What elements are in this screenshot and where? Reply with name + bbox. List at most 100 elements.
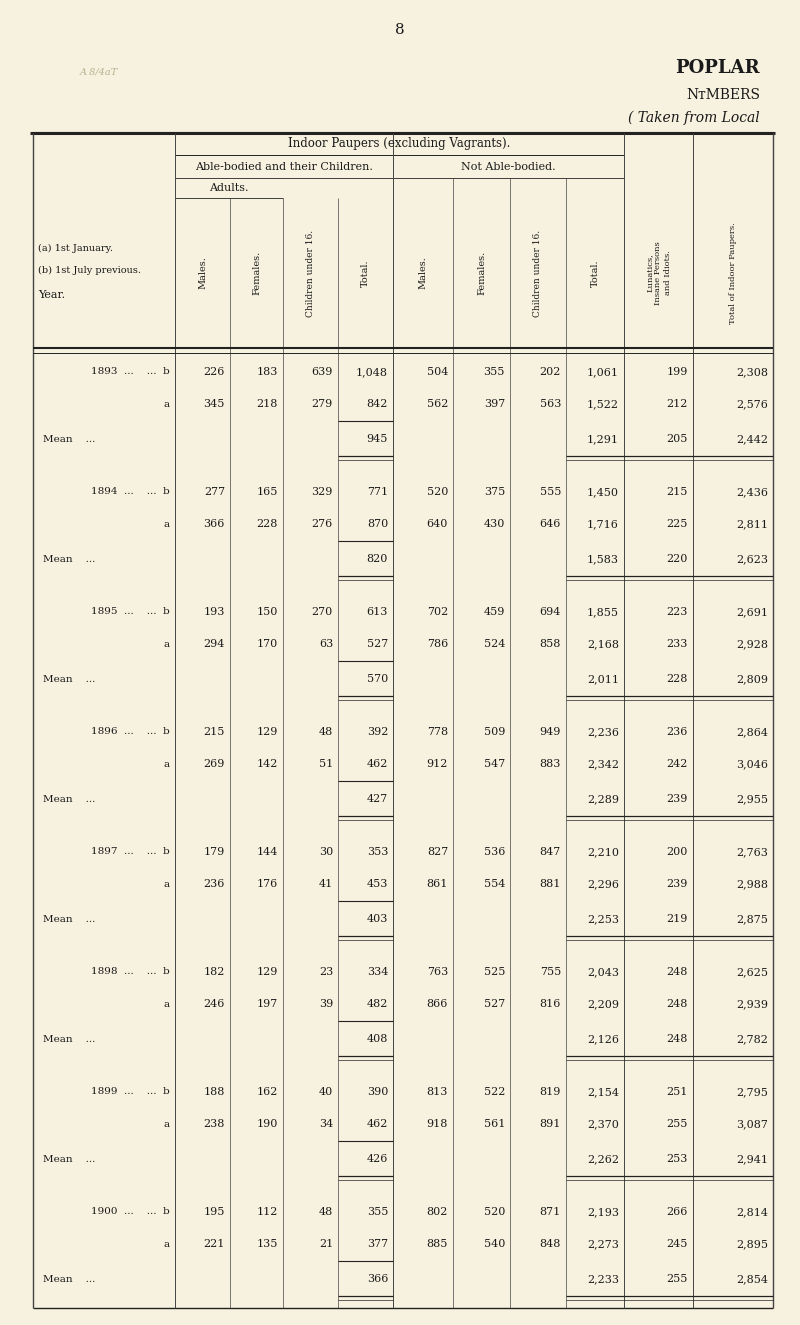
Text: 246: 246	[204, 999, 225, 1010]
Text: 820: 820	[366, 554, 388, 564]
Text: 2,955: 2,955	[736, 794, 768, 804]
Text: 200: 200	[666, 847, 688, 857]
Text: 1,522: 1,522	[587, 399, 619, 409]
Text: 2,126: 2,126	[587, 1035, 619, 1044]
Text: 212: 212	[666, 399, 688, 409]
Text: Mean    ...: Mean ...	[43, 914, 95, 924]
Text: 215: 215	[666, 488, 688, 497]
Text: 269: 269	[204, 759, 225, 770]
Text: 220: 220	[666, 554, 688, 564]
Text: 2,988: 2,988	[736, 880, 768, 889]
Text: 202: 202	[540, 367, 561, 378]
Text: Mean    ...: Mean ...	[43, 555, 95, 563]
Text: 253: 253	[666, 1154, 688, 1165]
Text: 2,809: 2,809	[736, 674, 768, 684]
Text: 129: 129	[257, 967, 278, 977]
Text: 2,939: 2,939	[736, 999, 768, 1010]
Text: Mean    ...: Mean ...	[43, 1154, 95, 1163]
Text: 215: 215	[204, 727, 225, 737]
Text: 561: 561	[484, 1120, 505, 1129]
Text: 1,583: 1,583	[587, 554, 619, 564]
Text: 2,233: 2,233	[587, 1275, 619, 1284]
Text: 771: 771	[367, 488, 388, 497]
Text: 2,691: 2,691	[736, 607, 768, 617]
Text: 226: 226	[204, 367, 225, 378]
Text: 242: 242	[666, 759, 688, 770]
Text: NᴛMBERS: NᴛMBERS	[686, 87, 760, 102]
Text: 2,168: 2,168	[587, 640, 619, 649]
Text: 786: 786	[426, 640, 448, 649]
Text: 270: 270	[312, 607, 333, 617]
Text: 912: 912	[426, 759, 448, 770]
Text: 570: 570	[366, 674, 388, 684]
Text: Able-bodied and their Children.: Able-bodied and their Children.	[195, 162, 373, 171]
Text: 2,864: 2,864	[736, 727, 768, 737]
Text: 462: 462	[366, 1120, 388, 1129]
Text: 150: 150	[257, 607, 278, 617]
Text: 430: 430	[484, 519, 505, 530]
Text: 23: 23	[318, 967, 333, 977]
Text: 225: 225	[666, 519, 688, 530]
Text: 135: 135	[257, 1239, 278, 1249]
Text: Indoor Paupers (excluding Vagrants).: Indoor Paupers (excluding Vagrants).	[288, 138, 510, 151]
Text: 294: 294	[204, 640, 225, 649]
Text: 525: 525	[484, 967, 505, 977]
Text: 1895  ...    ...  b: 1895 ... ... b	[91, 607, 170, 616]
Text: 848: 848	[540, 1239, 561, 1249]
Text: 527: 527	[484, 999, 505, 1010]
Text: 1893  ...    ...  b: 1893 ... ... b	[91, 367, 170, 376]
Text: 1,716: 1,716	[587, 519, 619, 530]
Text: 842: 842	[366, 399, 388, 409]
Text: 646: 646	[540, 519, 561, 530]
Text: 30: 30	[318, 847, 333, 857]
Text: 251: 251	[666, 1086, 688, 1097]
Text: 640: 640	[426, 519, 448, 530]
Text: 816: 816	[540, 999, 561, 1010]
Text: 881: 881	[540, 880, 561, 889]
Text: Males.: Males.	[418, 257, 427, 289]
Text: 427: 427	[366, 794, 388, 804]
Text: Total.: Total.	[590, 260, 599, 286]
Text: 48: 48	[318, 1207, 333, 1216]
Text: 504: 504	[426, 367, 448, 378]
Text: Mean    ...: Mean ...	[43, 795, 95, 804]
Text: 2,262: 2,262	[587, 1154, 619, 1165]
Text: 2,154: 2,154	[587, 1086, 619, 1097]
Text: 392: 392	[366, 727, 388, 737]
Text: 276: 276	[312, 519, 333, 530]
Text: (b) 1st July previous.: (b) 1st July previous.	[38, 265, 141, 274]
Text: 763: 763	[426, 967, 448, 977]
Text: 193: 193	[204, 607, 225, 617]
Text: 554: 554	[484, 880, 505, 889]
Text: a: a	[164, 1120, 170, 1129]
Text: 870: 870	[366, 519, 388, 530]
Text: 190: 190	[257, 1120, 278, 1129]
Text: 3,087: 3,087	[736, 1120, 768, 1129]
Text: 245: 245	[666, 1239, 688, 1249]
Text: Children under 16.: Children under 16.	[534, 229, 542, 317]
Text: Lunatics,
Insane Persons
and Idiots.: Lunatics, Insane Persons and Idiots.	[646, 241, 672, 305]
Text: 562: 562	[426, 399, 448, 409]
Text: 2,011: 2,011	[587, 674, 619, 684]
Text: 861: 861	[426, 880, 448, 889]
Text: 2,623: 2,623	[736, 554, 768, 564]
Text: 547: 547	[484, 759, 505, 770]
Text: 2,289: 2,289	[587, 794, 619, 804]
Text: 639: 639	[312, 367, 333, 378]
Text: 266: 266	[666, 1207, 688, 1216]
Text: 2,043: 2,043	[587, 967, 619, 977]
Text: 63: 63	[318, 640, 333, 649]
Text: 2,273: 2,273	[587, 1239, 619, 1249]
Text: 2,436: 2,436	[736, 488, 768, 497]
Text: 1894  ...    ...  b: 1894 ... ... b	[91, 488, 170, 497]
Text: Males.: Males.	[198, 257, 207, 289]
Text: Total of Indoor Paupers.: Total of Indoor Paupers.	[729, 223, 737, 323]
Text: 188: 188	[204, 1086, 225, 1097]
Text: 866: 866	[426, 999, 448, 1010]
Text: 219: 219	[666, 914, 688, 925]
Text: 197: 197	[257, 999, 278, 1010]
Text: 2,370: 2,370	[587, 1120, 619, 1129]
Text: 2,763: 2,763	[736, 847, 768, 857]
Text: ( Taken from Local: ( Taken from Local	[628, 111, 760, 125]
Text: 918: 918	[426, 1120, 448, 1129]
